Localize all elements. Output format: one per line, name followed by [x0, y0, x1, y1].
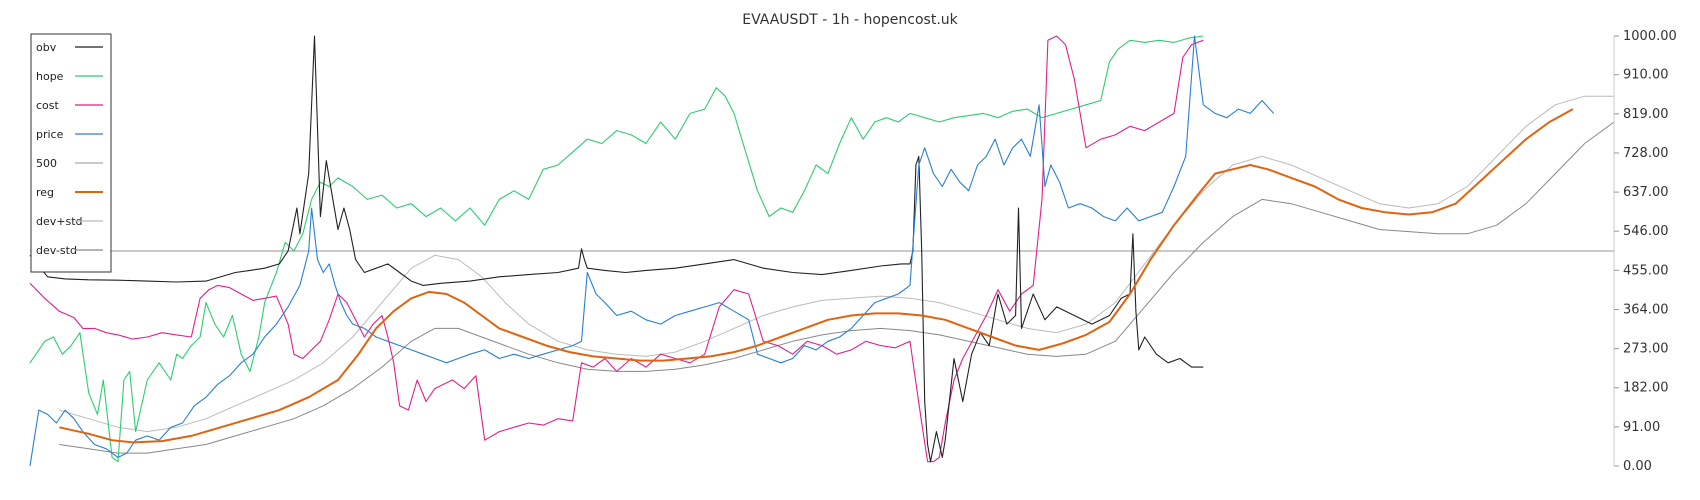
legend-label: obv	[36, 41, 57, 54]
series-line-price	[29, 35, 1275, 467]
y-tick-label: 91.00	[1623, 420, 1660, 435]
plot-area	[29, 35, 1615, 467]
legend: obv hope cost price 500 reg dev+std dev-std	[30, 33, 112, 273]
y-tick-label: 1000.00	[1623, 29, 1677, 44]
y-tick-label: 455.00	[1623, 263, 1669, 278]
y-tick-label: 364.00	[1623, 302, 1669, 317]
y-tick-label: 0.00	[1623, 459, 1652, 474]
y-tick-label: 728.00	[1623, 146, 1669, 161]
legend-box	[30, 33, 112, 273]
y-tick-label: 182.00	[1623, 381, 1669, 396]
legend-label: dev-std	[36, 244, 77, 257]
chart-title: EVAAUSDT - 1h - hopencost.uk	[742, 12, 958, 28]
y-tick-label: 273.00	[1623, 342, 1669, 357]
legend-label: 500	[36, 157, 57, 170]
y-tick-label: 819.00	[1623, 107, 1669, 122]
y-axis: 0.00 91.00 182.00 273.00 364.00 455.00 546.00 6…	[1613, 29, 1677, 474]
y-tick-label: 637.00	[1623, 185, 1669, 200]
series-line-cost	[29, 35, 1204, 463]
legend-label: hope	[36, 70, 64, 83]
y-tick-label: 910.00	[1623, 68, 1669, 83]
series-line-dev-std	[59, 121, 1615, 454]
legend-label: reg	[36, 186, 54, 199]
series-line-reg	[59, 108, 1574, 444]
series-line-dev-std	[59, 95, 1614, 433]
series-line-hope	[29, 35, 1204, 463]
legend-label: dev+std	[36, 215, 83, 228]
legend-label: price	[36, 128, 64, 141]
y-tick-label: 546.00	[1623, 224, 1669, 239]
legend-label: cost	[36, 99, 60, 112]
series-line-obv	[29, 35, 1204, 463]
